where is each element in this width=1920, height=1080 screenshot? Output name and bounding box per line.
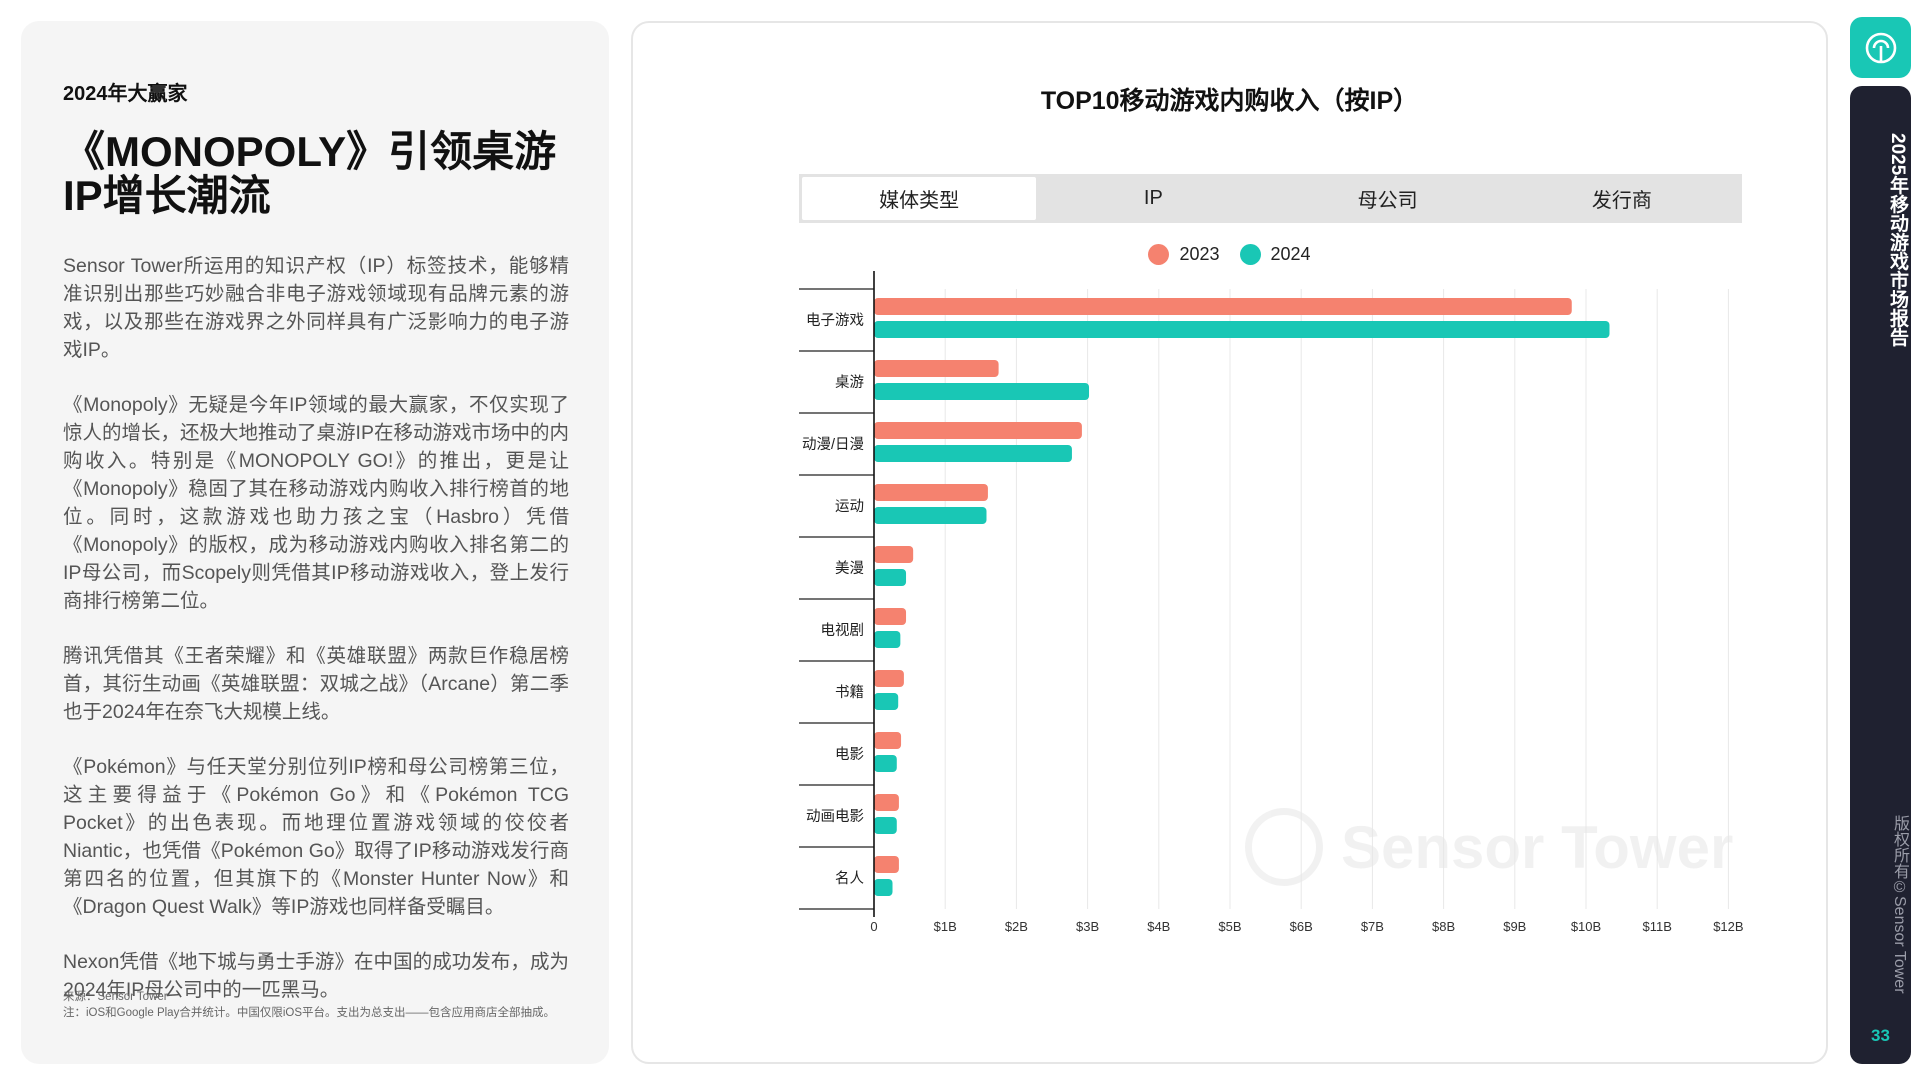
legend-label-2023: 2023 [1179,244,1220,264]
bar-2023 [874,484,988,501]
x-tick-label: $1B [934,919,957,934]
x-tick-label: $2B [1005,919,1028,934]
x-tick-label: $10B [1571,919,1601,934]
insight-panel: 2024年大赢家 《MONOPOLY》引领桌游IP增长潮流 Sensor Tow… [21,21,609,1064]
page-headline: 《MONOPOLY》引领桌游IP增长潮流 [63,128,557,219]
bar-2023 [874,670,904,687]
bar-chart: 0 $1B $2B $3B $4B $5B $6B $7B $8B $9B $10B $11B $12B… [799,271,1744,934]
x-tick-label: 0 [870,919,877,934]
x-tick-label: $6B [1290,919,1313,934]
bar-2023 [874,856,899,873]
bar-2024 [874,755,897,772]
bar-2023 [874,794,899,811]
tab-publisher[interactable]: 发行商 [1591,190,1652,212]
bar-2024 [874,879,893,896]
bar-2024 [874,321,1610,338]
kicker: 2024年大赢家 [63,83,188,105]
bar-2024 [874,817,897,834]
x-tick-label: $12B [1713,919,1743,934]
paragraph-tencent: 腾讯凭借其《王者荣耀》和《英雄联盟》两款巨作稳居榜首，其衍生动画《英雄联盟：双城… [63,645,569,723]
legend-item-2024[interactable]: 2024 [1239,244,1311,265]
footnote-note: 注：iOS和Google Play合并统计。中国仅限iOS平台。支出为总支出——… [63,1007,555,1019]
sensor-tower-logo-icon [1865,32,1896,63]
copyright-text: 版权所有©Sensor Tower [1891,814,1908,994]
sensor-tower-watermark: Sensor Tower [1245,808,1733,886]
y-category-label: 桌游 [835,374,864,391]
bar-2024 [874,507,987,524]
paragraph-monopoly: 《Monopoly》无疑是今年IP领域的最大赢家，不仅实现了惊人的增长，还极大地… [63,394,569,612]
chart-tabs: 媒体类型 IP 母公司 发行商 [799,174,1742,223]
bar-2023 [874,360,999,377]
legend-swatch-2023 [1148,244,1170,265]
bar-2023 [874,732,902,749]
report-side-rail: 2025年移动游戏市场报告 版权所有©Sensor Tower 33 [1850,86,1911,1064]
y-category-label: 书籍 [835,684,864,701]
watermark-text: Sensor Tower [1341,813,1734,881]
tab-parent-company[interactable]: 母公司 [1357,190,1418,212]
report-title: 2025年移动游戏市场报告 [1887,133,1908,347]
legend-swatch-2024 [1239,244,1261,265]
y-category-label: 美漫 [835,560,864,577]
bar-2023 [874,546,914,563]
y-category-label: 运动 [835,498,864,515]
y-category-label: 电子游戏 [806,312,864,329]
bar-2023 [874,298,1572,315]
bar-2024 [874,631,901,648]
x-tick-label: $8B [1432,919,1455,934]
paragraph-ip-tagging: Sensor Tower所运用的知识产权（IP）标签技术，能够精准识别出那些巧妙… [63,255,569,361]
sensor-tower-logo[interactable] [1850,17,1911,78]
x-tick-label: $4B [1147,919,1170,934]
x-tick-label: $7B [1361,919,1384,934]
y-category-label: 动漫/日漫 [802,436,864,453]
bar-2024 [874,383,1090,400]
bar-2023 [874,422,1082,439]
legend-label-2024: 2024 [1270,244,1311,264]
bar-2023 [874,608,907,625]
x-tick-label: $5B [1218,919,1241,934]
x-tick-label: $3B [1076,919,1099,934]
y-category-label: 电影 [835,746,864,763]
bar-2024 [874,693,899,710]
tab-ip[interactable]: IP [1143,187,1163,209]
y-category-label: 名人 [835,870,864,887]
page-number: 33 [1871,1026,1890,1045]
paragraph-nexon: Nexon凭借《地下城与勇士手游》在中国的成功发布，成为2024年IP母公司中的… [63,951,569,1001]
x-tick-label: $11B [1642,919,1671,934]
footnote: 来源：Sensor Tower 注：iOS和Google Play合并统计。中国… [63,989,573,1021]
chart-title: TOP10移动游戏内购收入（按IP） [1040,87,1419,115]
y-category-label: 动画电影 [806,808,864,825]
y-category-label: 电视剧 [821,622,865,639]
legend-item-2023[interactable]: 2023 [1148,244,1220,265]
chart-legend: 2023 2024 [633,244,1826,265]
bar-2024 [874,445,1072,462]
tab-media-type[interactable]: 媒体类型 [802,177,1037,220]
paragraph-pokemon: 《Pokémon》与任天堂分别位列IP榜和母公司榜第三位，这主要得益于《Poké… [63,756,569,918]
x-tick-label: $9B [1503,919,1526,934]
watermark-logo-icon [1245,808,1323,886]
chart-card: TOP10移动游戏内购收入（按IP） 媒体类型 IP 母公司 发行商 2023 … [631,21,1828,1064]
bar-2024 [874,569,907,586]
footnote-source: 来源：Sensor Tower [63,991,168,1003]
